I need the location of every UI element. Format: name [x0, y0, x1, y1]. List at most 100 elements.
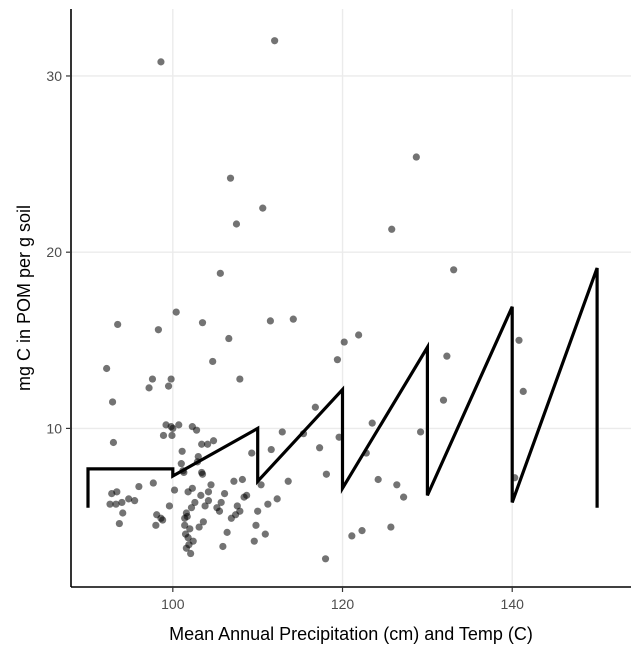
data-point	[400, 493, 408, 501]
data-point	[257, 481, 265, 489]
data-point	[135, 482, 143, 491]
data-point	[271, 37, 279, 45]
data-point	[340, 338, 348, 346]
data-point	[195, 523, 203, 531]
data-point	[159, 516, 167, 524]
data-point	[248, 449, 256, 457]
data-point	[199, 518, 207, 526]
data-point	[175, 421, 183, 429]
data-point	[254, 507, 262, 515]
y-tick-label: 20	[46, 244, 62, 260]
data-point	[374, 475, 382, 484]
data-point	[238, 475, 246, 484]
data-point	[198, 319, 207, 327]
data-point	[321, 555, 330, 563]
data-point	[198, 440, 206, 448]
data-point	[368, 419, 376, 427]
data-point	[157, 58, 165, 66]
data-point	[267, 445, 275, 454]
data-point	[119, 509, 127, 517]
data-point	[261, 530, 269, 538]
data-point	[154, 326, 162, 334]
data-point	[198, 470, 207, 478]
data-point	[358, 527, 366, 535]
data-point	[259, 204, 267, 212]
data-point	[164, 382, 173, 390]
y-axis-ticks: 10 20 30	[46, 68, 71, 436]
data-point	[209, 437, 218, 445]
data-point	[172, 308, 180, 316]
data-point	[125, 495, 133, 503]
data-point	[103, 364, 111, 373]
data-point	[232, 220, 241, 228]
data-point	[131, 497, 139, 505]
data-point	[273, 495, 281, 503]
data-point	[187, 549, 195, 558]
data-point	[118, 498, 126, 507]
data-point	[145, 384, 153, 392]
data-point	[217, 498, 225, 507]
data-point	[114, 320, 122, 329]
data-point	[204, 440, 212, 448]
data-point	[387, 523, 395, 531]
data-point	[152, 521, 160, 529]
data-point	[108, 490, 116, 498]
data-point	[207, 481, 215, 489]
x-tick-label: 120	[331, 596, 355, 612]
data-point	[226, 174, 235, 182]
data-point	[216, 269, 224, 277]
plot-panel	[71, 9, 631, 587]
data-point	[189, 537, 197, 545]
data-point	[178, 447, 186, 455]
data-point	[230, 477, 238, 485]
data-point	[416, 428, 425, 436]
data-point	[170, 486, 179, 494]
data-point	[167, 375, 175, 383]
data-point	[278, 428, 286, 436]
data-point	[109, 438, 118, 447]
data-point	[225, 334, 233, 343]
data-point	[355, 331, 363, 339]
data-point	[443, 352, 451, 360]
data-point	[236, 375, 244, 383]
x-tick-label: 140	[501, 596, 525, 612]
data-point	[316, 444, 324, 452]
data-point	[188, 484, 196, 492]
data-point	[187, 504, 196, 512]
data-point	[220, 490, 229, 498]
data-point	[188, 423, 196, 431]
data-point	[112, 500, 120, 508]
data-point	[266, 317, 274, 325]
data-point	[450, 266, 458, 274]
data-point	[311, 403, 319, 411]
data-point	[322, 470, 330, 478]
data-point	[181, 530, 190, 538]
data-point	[515, 336, 523, 344]
data-point	[165, 502, 174, 510]
data-point	[223, 528, 231, 536]
data-point	[333, 356, 342, 364]
data-point	[439, 396, 448, 404]
data-point	[201, 502, 209, 510]
x-tick-label: 100	[161, 596, 185, 612]
data-point	[252, 521, 260, 529]
data-point	[168, 431, 176, 440]
data-point	[213, 504, 221, 512]
x-axis-ticks: 100 120 140	[161, 587, 524, 612]
data-point	[159, 431, 168, 440]
data-point	[219, 542, 227, 551]
data-point	[106, 500, 114, 508]
y-axis-title: mg C in POM per g soil	[14, 205, 34, 391]
data-point	[191, 498, 199, 507]
data-point	[204, 488, 213, 496]
data-point	[240, 493, 248, 501]
data-point	[148, 375, 157, 383]
data-point	[388, 225, 396, 233]
data-point	[186, 525, 194, 533]
fitted-line	[86, 267, 599, 508]
data-point	[264, 500, 272, 508]
data-point	[177, 460, 185, 468]
data-point	[194, 452, 202, 461]
data-point	[250, 537, 258, 545]
data-point	[204, 497, 213, 505]
